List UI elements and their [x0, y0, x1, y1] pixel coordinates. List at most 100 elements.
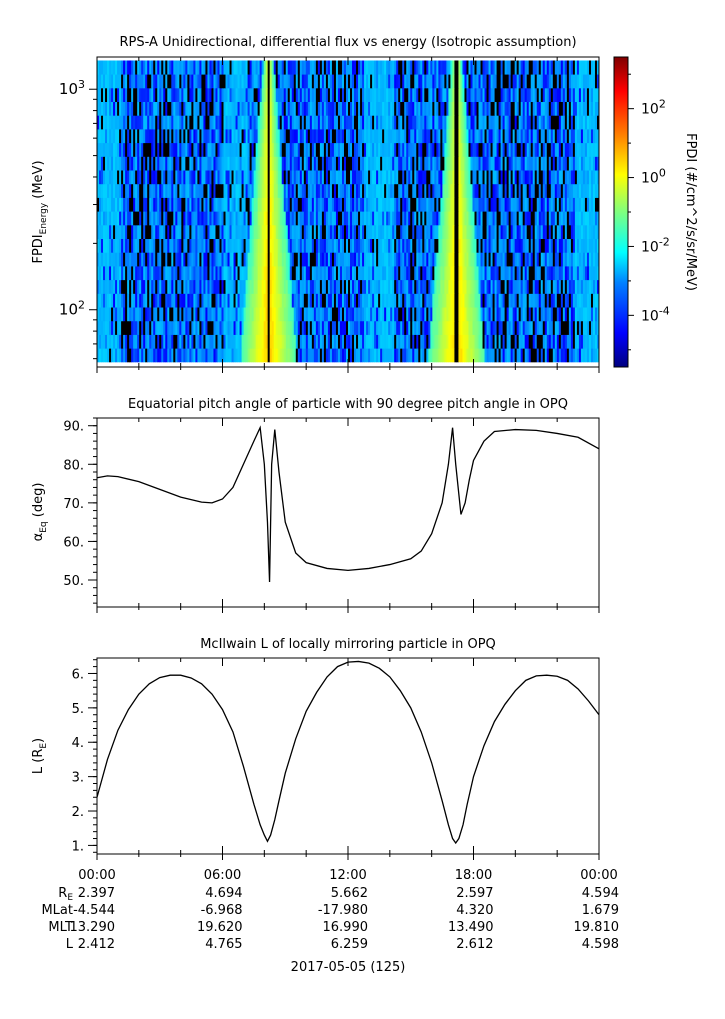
spectrogram-cell [406, 156, 409, 171]
spectrogram-cell [223, 224, 226, 239]
spectrogram-cell [460, 170, 463, 185]
spectrogram-cell [233, 156, 236, 171]
spectrogram-cell [311, 293, 315, 308]
spectrogram-cell [516, 101, 520, 116]
spectrogram-cell [183, 320, 186, 335]
spectrogram-cell [289, 128, 293, 144]
spectrogram-cell [295, 128, 299, 144]
spectrogram-cell [570, 115, 574, 130]
spectrogram-cell [378, 238, 381, 253]
spectrogram-cell [456, 211, 459, 226]
spectrogram-cell [341, 87, 345, 102]
spectrogram-cell [468, 183, 471, 198]
spectrogram-cell [364, 142, 367, 157]
spectrogram-cell [506, 252, 510, 267]
spectrogram-cell [442, 238, 445, 253]
spectrogram-cell [508, 279, 512, 294]
spectrogram-cell [566, 142, 570, 157]
spectrogram-cell [448, 348, 451, 363]
spectrogram-cell [229, 334, 232, 349]
spectrogram-cell [446, 142, 449, 157]
spectrogram-cell [516, 334, 520, 349]
spectrogram-cell [225, 170, 228, 185]
spectrogram-cell [217, 293, 220, 308]
spectrogram-cell [464, 307, 467, 322]
spectrogram-cell [299, 307, 303, 322]
spectrogram-cell [394, 334, 397, 349]
spectrogram-cell [313, 293, 317, 308]
spectrogram-cell [243, 320, 246, 335]
spectrogram-cell [514, 128, 518, 144]
spectrogram-cell [398, 101, 401, 116]
spectrogram-cell [271, 279, 275, 294]
spectrogram-cell [486, 320, 489, 335]
spectrogram-cell [430, 266, 433, 281]
spectrogram-cell [103, 266, 106, 281]
spectrogram-cell [582, 183, 586, 198]
spectrogram-cell [570, 307, 574, 322]
spectrogram-cell [364, 115, 367, 130]
spectrogram-cell [364, 183, 367, 198]
spectrogram-cell [259, 279, 263, 294]
spectrogram-cell [209, 266, 212, 281]
spectrogram-cell [384, 238, 387, 253]
spectrogram-cell [504, 320, 508, 335]
spectrogram-cell [253, 238, 257, 253]
spectrogram-cell [215, 183, 218, 198]
spectrogram-cell [103, 156, 106, 171]
spectrogram-cell [586, 170, 590, 185]
spectrogram-cell [107, 211, 110, 226]
spectrogram-cell [253, 252, 257, 267]
spectrogram-cell [205, 115, 208, 130]
spectrogram-cell [129, 293, 132, 308]
spectrogram-cell [153, 320, 156, 335]
spectrogram-cell [544, 348, 548, 363]
spectrogram-cell [386, 238, 389, 253]
spectrogram-cell [191, 197, 194, 212]
spectrogram-cell [396, 307, 399, 322]
spectrogram-cell [305, 293, 309, 308]
spectrogram-cell [452, 320, 455, 335]
spectrogram-cell [422, 101, 425, 116]
spectrogram-cell [181, 224, 184, 239]
spectrogram-cell [177, 266, 180, 281]
spectrogram-cell [213, 238, 216, 253]
spectrogram-cell [339, 156, 343, 171]
spectrogram-cell [305, 183, 309, 198]
spectrogram-cell [364, 238, 367, 253]
spectrogram-cell [237, 252, 240, 267]
spectrogram-cell [500, 224, 504, 239]
spectrogram-cell [480, 334, 483, 349]
spectrogram-cell [536, 183, 540, 198]
spectrogram-cell [341, 128, 345, 144]
spectrogram-cell [366, 156, 369, 171]
spectrogram-cell [368, 170, 371, 185]
spectrogram-cell [255, 279, 259, 294]
spectrogram-cell [225, 279, 228, 294]
spectrogram-cell [235, 128, 238, 144]
spectrogram-cell [352, 293, 355, 308]
spectrogram-cell [474, 266, 477, 281]
spectrogram-cell [454, 101, 457, 116]
spectrogram-cell [502, 252, 506, 267]
spectrogram-cell [384, 252, 387, 267]
spectrogram-cell [321, 211, 325, 226]
spectrogram-cell [460, 307, 463, 322]
spectrogram-cell [394, 101, 397, 116]
spectrogram-cell [556, 197, 560, 212]
spectrogram-cell [564, 224, 568, 239]
spectrogram-cell [271, 183, 275, 198]
spectrogram-cell [253, 224, 257, 239]
spectrogram-cell [434, 293, 437, 308]
spectrogram-cell [568, 224, 572, 239]
spectrogram-cell [362, 156, 365, 171]
spectrogram-cell [376, 252, 379, 267]
spectrogram-cell [329, 128, 333, 144]
spectrogram-cell [572, 224, 576, 239]
spectrogram-cell [586, 348, 590, 363]
spectrogram-cell [307, 238, 311, 253]
spectrogram-cell [233, 348, 236, 363]
spectrogram-cell [570, 266, 574, 281]
spectrogram-cell [137, 293, 140, 308]
spectrogram-cell [502, 307, 506, 322]
